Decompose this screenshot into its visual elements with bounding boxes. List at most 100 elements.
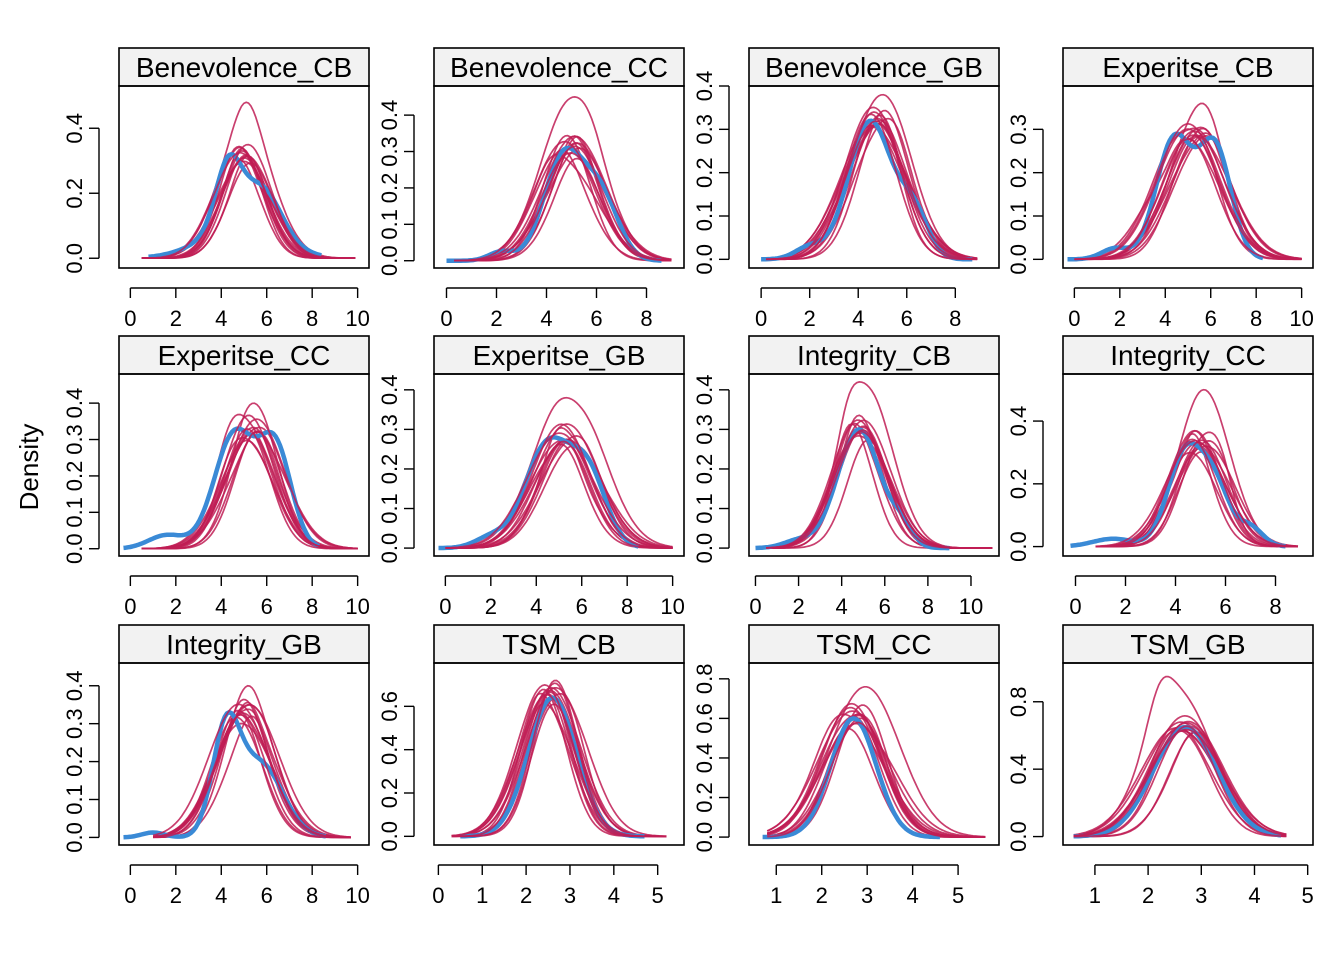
imputed-density-curve xyxy=(452,695,667,837)
y-tick-label: 0.0 xyxy=(377,533,402,564)
y-tick-label: 0.3 xyxy=(62,424,87,455)
x-tick-label: 4 xyxy=(836,594,848,619)
imputed-density-curve xyxy=(142,434,358,549)
observed-density-curve xyxy=(1074,727,1282,836)
x-tick-label: 10 xyxy=(345,306,369,331)
x-tick-label: 2 xyxy=(792,594,804,619)
y-tick-label: 0.0 xyxy=(62,243,87,274)
y-tick-label: 0.2 xyxy=(692,782,717,813)
y-tick-label: 0.3 xyxy=(377,414,402,445)
x-tick-label: 0 xyxy=(1068,306,1080,331)
x-tick-label: 6 xyxy=(261,594,273,619)
x-tick-label: 0 xyxy=(124,306,136,331)
y-tick-label: 0.4 xyxy=(692,743,717,774)
x-tick-label: 2 xyxy=(485,594,497,619)
x-tick-label: 0 xyxy=(755,306,767,331)
imputed-density-curve xyxy=(1074,135,1301,259)
curves xyxy=(452,681,667,837)
plot-frame xyxy=(1063,86,1313,268)
strip-title: Experitse_CC xyxy=(158,340,331,371)
imputed-density-curve xyxy=(766,125,977,258)
imputed-density-curve xyxy=(445,439,672,548)
imputed-density-curve xyxy=(1074,129,1301,260)
imputed-density-curve xyxy=(766,415,992,548)
x-tick-label: 4 xyxy=(540,306,552,331)
imputed-density-curve xyxy=(454,136,672,261)
panel-TSM_GB: TSM_GB0.00.40.81 2 3 4 5 xyxy=(1006,625,1314,908)
imputed-density-curve xyxy=(766,124,977,259)
plot-frame xyxy=(1063,663,1313,845)
x-tick-label: 1 xyxy=(770,883,782,908)
strip-title: TSM_GB xyxy=(1130,629,1245,660)
x-tick-label: 8 xyxy=(306,883,318,908)
x-tick-label: 10 xyxy=(660,594,684,619)
panel-Integrity_GB: Integrity_GB0.00.10.20.30.40 2 4 6 8 10 xyxy=(62,625,370,908)
y-tick-label: 0.2 xyxy=(692,157,717,188)
curves xyxy=(142,102,356,258)
x-tick-label: 0 xyxy=(749,594,761,619)
y-tick-label: 0.3 xyxy=(692,414,717,445)
imputed-density-curve xyxy=(142,145,356,259)
x-tick-label: 2 xyxy=(804,306,816,331)
curves xyxy=(124,403,358,549)
y-tick-label: 0.1 xyxy=(692,201,717,232)
imputed-density-curve xyxy=(1096,452,1299,547)
curves xyxy=(124,686,351,838)
imputed-density-curve xyxy=(454,148,672,261)
imputed-density-curve xyxy=(445,398,672,548)
y-tick-label: 0.0 xyxy=(1006,821,1031,852)
imputed-density-curve xyxy=(1096,443,1299,547)
panel-Benevolence_CB: Benevolence_CB0.00.20.40 2 4 6 8 10 xyxy=(62,48,370,331)
y-tick-label: 0.4 xyxy=(62,671,87,702)
x-tick-label: 6 xyxy=(261,883,273,908)
imputed-density-curve xyxy=(445,440,672,548)
plot-frame xyxy=(119,663,369,845)
strip-title: Experitse_GB xyxy=(473,340,646,371)
imputed-density-curve xyxy=(142,149,356,259)
panel-Experitse_GB: Experitse_GB0.00.10.20.30.40 2 4 6 8 10 xyxy=(377,336,685,619)
y-tick-label: 0.0 xyxy=(377,821,402,852)
imputed-density-curve xyxy=(142,438,358,549)
y-tick-label: 0.0 xyxy=(692,822,717,853)
imputed-density-curve xyxy=(153,724,351,838)
y-tick-label: 0.4 xyxy=(377,100,402,131)
y-tick-label: 0.2 xyxy=(377,454,402,485)
curves xyxy=(756,382,993,548)
imputed-density-curve xyxy=(766,119,977,260)
y-tick-label: 0.8 xyxy=(692,664,717,695)
imputed-density-curve xyxy=(153,717,351,837)
x-tick-label: 10 xyxy=(1289,306,1313,331)
imputed-density-curve xyxy=(142,427,358,548)
y-tick-label: 0.1 xyxy=(62,497,87,528)
y-tick-label: 0.0 xyxy=(1006,244,1031,275)
imputed-density-curve xyxy=(1074,133,1301,259)
imputed-density-curve xyxy=(142,432,358,549)
imputed-density-curve xyxy=(766,121,977,260)
y-tick-label: 0.0 xyxy=(692,533,717,564)
x-tick-label: 4 xyxy=(530,594,542,619)
imputed-density-curve xyxy=(1096,390,1299,547)
y-tick-label: 0.0 xyxy=(62,533,87,564)
imputed-density-curve xyxy=(766,430,992,548)
y-tick-label: 0.6 xyxy=(377,691,402,722)
y-tick-label: 0.0 xyxy=(377,245,402,276)
strip-title: Integrity_CC xyxy=(1110,340,1266,371)
observed-density-curve xyxy=(756,429,950,548)
x-tick-label: 8 xyxy=(922,594,934,619)
x-tick-label: 8 xyxy=(1269,594,1281,619)
y-tick-label: 0.6 xyxy=(692,703,717,734)
panel-Benevolence_CC: Benevolence_CC 0.0 0.1 0.2 0.3 0.4 0 2 4 6 8 xyxy=(377,48,684,331)
x-tick-label: 5 xyxy=(652,883,664,908)
panel-Integrity_CB: Integrity_CB0.00.10.20.30.40 2 4 6 8 10 xyxy=(692,336,999,619)
strip-title: Integrity_GB xyxy=(166,629,322,660)
imputed-density-curve xyxy=(766,127,977,258)
imputed-density-curve xyxy=(153,716,351,837)
strip-title: Experitse_CB xyxy=(1102,52,1273,83)
panel-Experitse_CB: Experitse_CB 0.0 0.1 0.2 0.3 0 2 4 6 8 10 xyxy=(1006,48,1314,331)
curves xyxy=(763,687,986,837)
curves xyxy=(1074,677,1287,837)
x-tick-label: 0 xyxy=(439,594,451,619)
imputed-density-curve xyxy=(766,424,992,548)
y-tick-label: 0.3 xyxy=(692,114,717,145)
imputed-density-curve xyxy=(1074,677,1287,836)
